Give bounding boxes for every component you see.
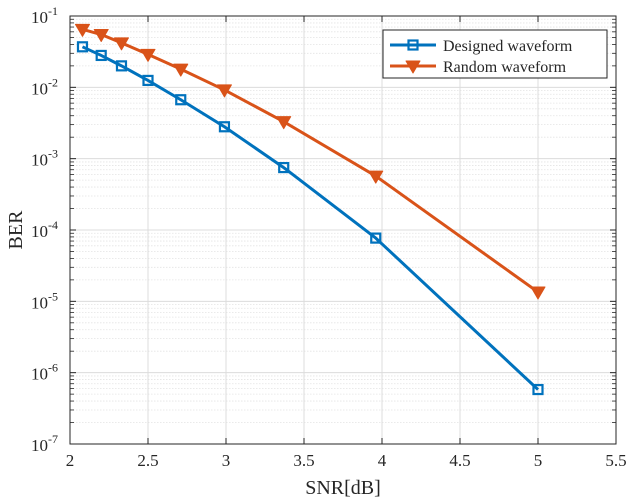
random-waveform-point (74, 23, 90, 37)
y-tick-label: 10-5 (31, 289, 58, 312)
random-waveform-point (113, 37, 129, 51)
designed-waveform-point (532, 383, 544, 396)
random-waveform-series (74, 23, 546, 300)
random-waveform-point (276, 116, 292, 130)
designed-waveform-line (81, 45, 540, 391)
y-tick-label: 10-6 (31, 361, 58, 384)
designed-waveform-point (115, 60, 128, 72)
y-tick-label: 10-4 (31, 218, 58, 241)
legend: Designed waveform Random waveform (382, 29, 608, 79)
designed-waveform-point (76, 41, 89, 53)
designed-waveform-point (95, 49, 107, 62)
random-waveform-point (140, 48, 156, 62)
axis-ticks (69, 15, 617, 445)
random-waveform-point (368, 170, 384, 184)
x-tick-label: 3 (222, 451, 231, 470)
y-tick-label: 10-7 (31, 432, 58, 455)
designed-waveform-point (175, 94, 187, 106)
y-axis-label: BER (5, 210, 27, 250)
y-tick-label: 10-1 (31, 4, 58, 27)
x-tick-label: 5 (534, 451, 543, 470)
legend-marker-designed-waveform (407, 39, 419, 51)
x-axis-label: SNR[dB] (305, 477, 381, 499)
y-tick-label: 10-2 (31, 75, 58, 98)
legend-label-random-waveform: Random waveform (443, 59, 567, 76)
x-tick-label: 2 (66, 451, 75, 470)
random-waveform-point (216, 84, 232, 98)
minor-grid (70, 18, 616, 423)
legend-label-designed-waveform: Designed waveform (443, 38, 573, 55)
legend-marker-random-waveform (405, 60, 421, 74)
designed-waveform-point (278, 161, 290, 174)
random-waveform-point (173, 63, 189, 77)
x-tick-labels: 2 2.5 3 3.5 4 4.5 5 5.5 (66, 451, 627, 470)
y-tick-label: 10-3 (31, 147, 58, 170)
legend-box (382, 29, 608, 79)
series-layer (74, 23, 546, 396)
random-waveform-point (530, 286, 546, 300)
x-tick-label: 4.5 (449, 451, 470, 470)
random-waveform-point (93, 29, 109, 43)
designed-waveform-point (370, 232, 382, 244)
designed-waveform-series (76, 41, 544, 396)
x-tick-label: 5.5 (605, 451, 626, 470)
y-tick-labels: 10-1 10-2 10-3 10-4 10-5 10-6 10-7 (31, 4, 58, 455)
x-tick-label: 4 (378, 451, 387, 470)
x-tick-label: 3.5 (293, 451, 314, 470)
x-tick-label: 2.5 (137, 451, 158, 470)
designed-waveform-point (218, 121, 231, 133)
legend-entries: Designed waveform Random waveform (390, 38, 573, 76)
designed-waveform-point (142, 74, 154, 87)
